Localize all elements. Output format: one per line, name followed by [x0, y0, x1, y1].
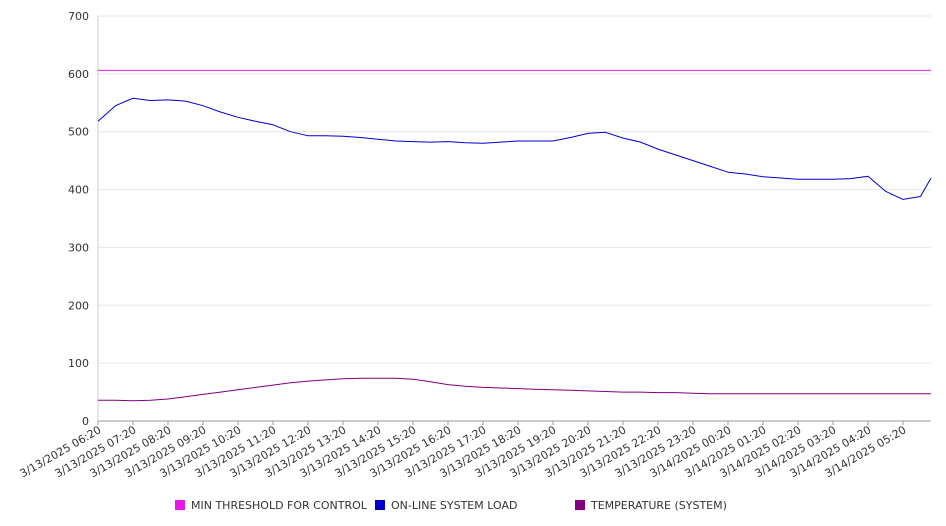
legend: MIN THRESHOLD FOR CONTROL ON-LINE SYSTEM … [0, 497, 946, 515]
legend-label: TEMPERATURE (SYSTEM) [591, 498, 727, 512]
y-tick-label: 200 [68, 299, 89, 312]
y-tick-label: 500 [68, 126, 89, 139]
legend-label: MIN THRESHOLD FOR CONTROL [191, 498, 367, 512]
series-lines [97, 69, 932, 402]
legend-swatch [375, 500, 385, 510]
legend-item[interactable]: ON-LINE SYSTEM LOAD [375, 497, 517, 513]
legend-label: ON-LINE SYSTEM LOAD [391, 498, 518, 512]
y-tick-label: 700 [68, 10, 89, 23]
y-axis-tick-labels: 0 100 200 300 400 500 600 700 [68, 10, 89, 428]
legend-swatch [575, 500, 585, 510]
y-tick-label: 600 [68, 68, 89, 81]
legend-item[interactable]: TEMPERATURE (SYSTEM) [575, 497, 727, 513]
gridlines [98, 15, 931, 422]
legend-item[interactable]: MIN THRESHOLD FOR CONTROL [175, 497, 367, 513]
y-tick-label: 400 [68, 184, 89, 197]
axes [97, 16, 931, 422]
y-tick-label: 300 [68, 241, 89, 254]
legend-swatch [175, 500, 185, 510]
y-tick-label: 100 [68, 357, 89, 370]
y-tick-label: 0 [82, 415, 89, 428]
series-line-1 [97, 97, 932, 200]
series-line-2 [98, 377, 931, 402]
x-axis-tick-labels: 3/13/2025 06:203/13/2025 07:203/13/2025 … [18, 421, 909, 480]
